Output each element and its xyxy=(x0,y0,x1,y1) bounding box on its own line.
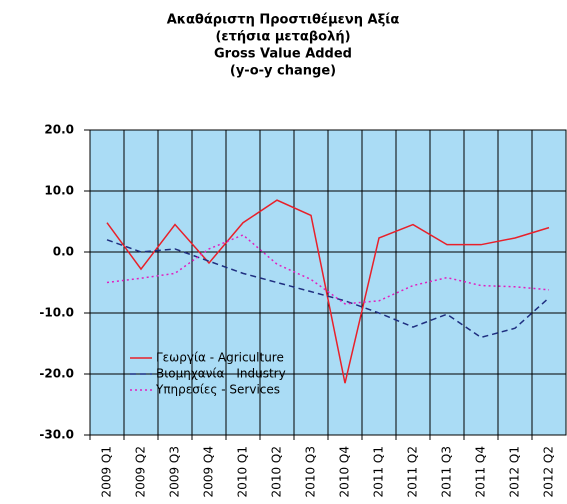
series-line xyxy=(106,199,550,384)
y-tick-label: 10.0 xyxy=(44,184,74,198)
chart-title: (y-o-y change) xyxy=(230,64,336,79)
x-tick-label: 2012 Q1 xyxy=(508,446,522,497)
x-tick-label: 2010 Q1 xyxy=(236,446,250,497)
legend-label: Βιομηχανία - Industry xyxy=(156,367,286,381)
x-tick-label: 2009 Q2 xyxy=(134,446,148,497)
y-tick-label: -20.0 xyxy=(39,367,74,381)
series-line xyxy=(106,234,550,305)
legend-label: Γεωργία - Agriculture xyxy=(156,351,284,365)
x-tick-label: 2010 Q4 xyxy=(338,446,352,497)
x-tick-label: 2009 Q3 xyxy=(168,446,182,497)
y-tick-label: 20.0 xyxy=(44,123,74,137)
x-tick-label: 2012 Q2 xyxy=(542,446,556,497)
plot-border xyxy=(89,129,567,436)
x-tick-label: 2010 Q3 xyxy=(304,446,318,497)
x-tick-label: 2011 Q4 xyxy=(474,446,488,497)
x-tick-label: 2011 Q2 xyxy=(406,446,420,497)
y-tick-label: -10.0 xyxy=(39,306,74,320)
x-tick-label: 2009 Q4 xyxy=(202,446,216,497)
y-tick-label: 0.0 xyxy=(53,245,74,259)
chart-title: Gross Value Added xyxy=(214,47,352,62)
x-tick-label: 2011 Q3 xyxy=(440,446,454,497)
legend-label: Υπηρεσίες - Services xyxy=(155,383,280,397)
chart-title: (ετήσια μεταβολή) xyxy=(215,30,350,45)
x-tick-label: 2011 Q1 xyxy=(372,446,386,497)
x-tick-label: 2009 Q1 xyxy=(100,446,114,497)
x-tick-label: 2010 Q2 xyxy=(270,446,284,497)
y-tick-label: -30.0 xyxy=(39,428,74,442)
series-line xyxy=(106,239,550,339)
chart-title: Ακαθάριστη Προστιθέμενη Αξία xyxy=(167,13,400,28)
